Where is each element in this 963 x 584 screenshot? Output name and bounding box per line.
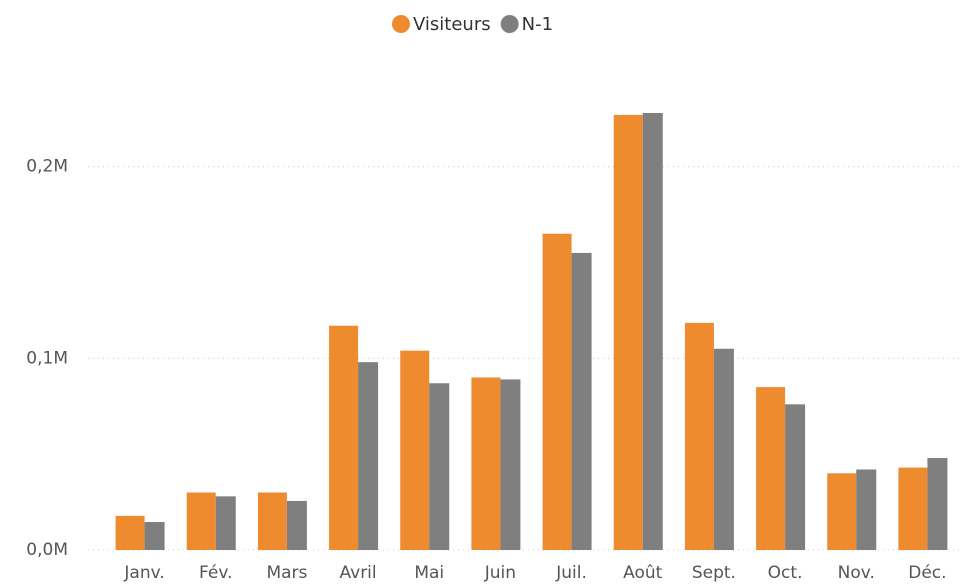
y-tick-label: 0,2M bbox=[26, 157, 68, 177]
bar bbox=[684, 322, 714, 550]
bar bbox=[571, 252, 592, 550]
bar bbox=[400, 350, 430, 550]
bar bbox=[713, 348, 734, 550]
bar bbox=[115, 515, 145, 550]
x-tick-label: Oct. bbox=[768, 563, 803, 583]
bar bbox=[542, 233, 572, 550]
bar bbox=[642, 113, 663, 550]
bar bbox=[613, 114, 643, 551]
x-tick-label: Avril bbox=[340, 563, 377, 583]
bar bbox=[257, 492, 287, 550]
bar bbox=[785, 404, 806, 550]
x-tick-label: Sept. bbox=[692, 563, 736, 583]
x-tick-label: Mai bbox=[414, 563, 444, 583]
x-tick-label: Fév. bbox=[199, 563, 232, 583]
legend-swatch bbox=[392, 15, 410, 33]
bar bbox=[215, 496, 236, 550]
legend-label: Visiteurs bbox=[413, 14, 491, 35]
x-tick-label: Mars bbox=[266, 563, 307, 583]
bar bbox=[756, 387, 786, 550]
x-tick-label: Déc. bbox=[908, 563, 946, 583]
x-tick-label: Janv. bbox=[123, 563, 164, 583]
x-tick-label: Juil. bbox=[555, 563, 587, 583]
x-tick-label: Nov. bbox=[838, 563, 875, 583]
bar bbox=[898, 467, 928, 550]
y-tick-label: 0,0M bbox=[26, 540, 68, 560]
bar bbox=[144, 522, 165, 550]
bar bbox=[429, 383, 450, 550]
bar bbox=[329, 325, 359, 550]
legend-label: N-1 bbox=[522, 14, 553, 35]
bar bbox=[471, 377, 501, 550]
bar bbox=[358, 362, 379, 550]
bar bbox=[500, 379, 521, 550]
y-tick-label: 0,1M bbox=[26, 348, 68, 368]
bar bbox=[827, 473, 857, 550]
bar bbox=[927, 458, 948, 550]
x-tick-label: Août bbox=[623, 563, 663, 583]
bar bbox=[286, 500, 307, 550]
x-tick-label: Juin bbox=[484, 563, 516, 583]
bar bbox=[856, 469, 877, 550]
legend-swatch bbox=[500, 15, 519, 33]
bar bbox=[186, 492, 216, 550]
